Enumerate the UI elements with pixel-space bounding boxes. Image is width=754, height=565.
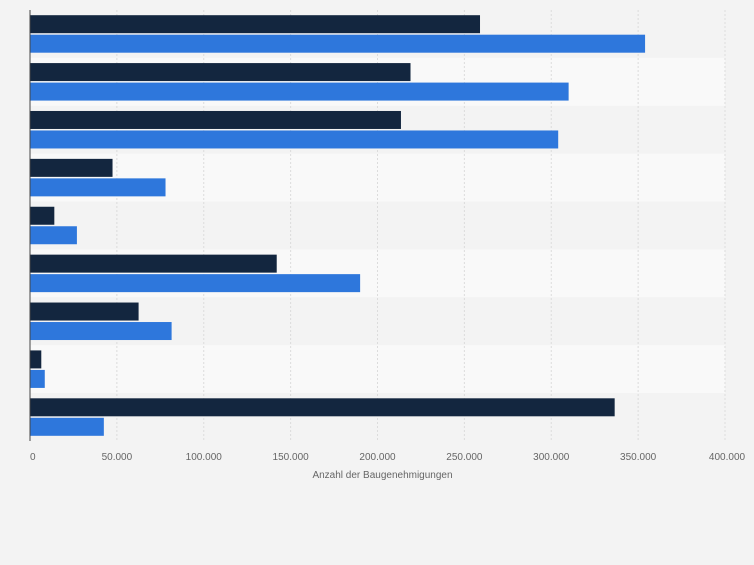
bar	[30, 82, 569, 101]
bar	[30, 322, 172, 341]
x-tick-label: 250.000	[446, 452, 483, 463]
x-axis-title: Anzahl der Baugenehmigungen	[312, 470, 452, 481]
bar	[30, 417, 104, 436]
bar	[30, 110, 401, 129]
x-tick-label: 300.000	[533, 452, 570, 463]
x-axis-ticks: 0 50.000 100.000 150.000 200.000 250.000 300.0…	[30, 452, 746, 463]
bar	[30, 63, 411, 82]
bar	[30, 350, 42, 369]
bar	[30, 226, 77, 245]
bar	[30, 34, 646, 53]
row-band	[30, 345, 725, 394]
x-tick-label: 50.000	[102, 452, 133, 463]
bar	[30, 130, 559, 149]
x-tick-label: 0	[30, 452, 36, 463]
bar	[30, 158, 113, 177]
bar	[30, 302, 139, 321]
row-band	[30, 201, 725, 250]
bar	[30, 369, 45, 388]
bar	[30, 254, 277, 273]
bar	[30, 206, 55, 225]
x-tick-label: 400.000	[709, 452, 746, 463]
bar	[30, 178, 166, 197]
bar	[30, 15, 481, 34]
row-bands	[30, 10, 725, 441]
bar	[30, 274, 361, 293]
x-tick-label: 200.000	[359, 452, 396, 463]
bar	[30, 398, 615, 417]
x-tick-label: 350.000	[620, 452, 657, 463]
x-tick-label: 100.000	[186, 452, 223, 463]
bars	[30, 15, 646, 436]
x-tick-label: 150.000	[273, 452, 310, 463]
